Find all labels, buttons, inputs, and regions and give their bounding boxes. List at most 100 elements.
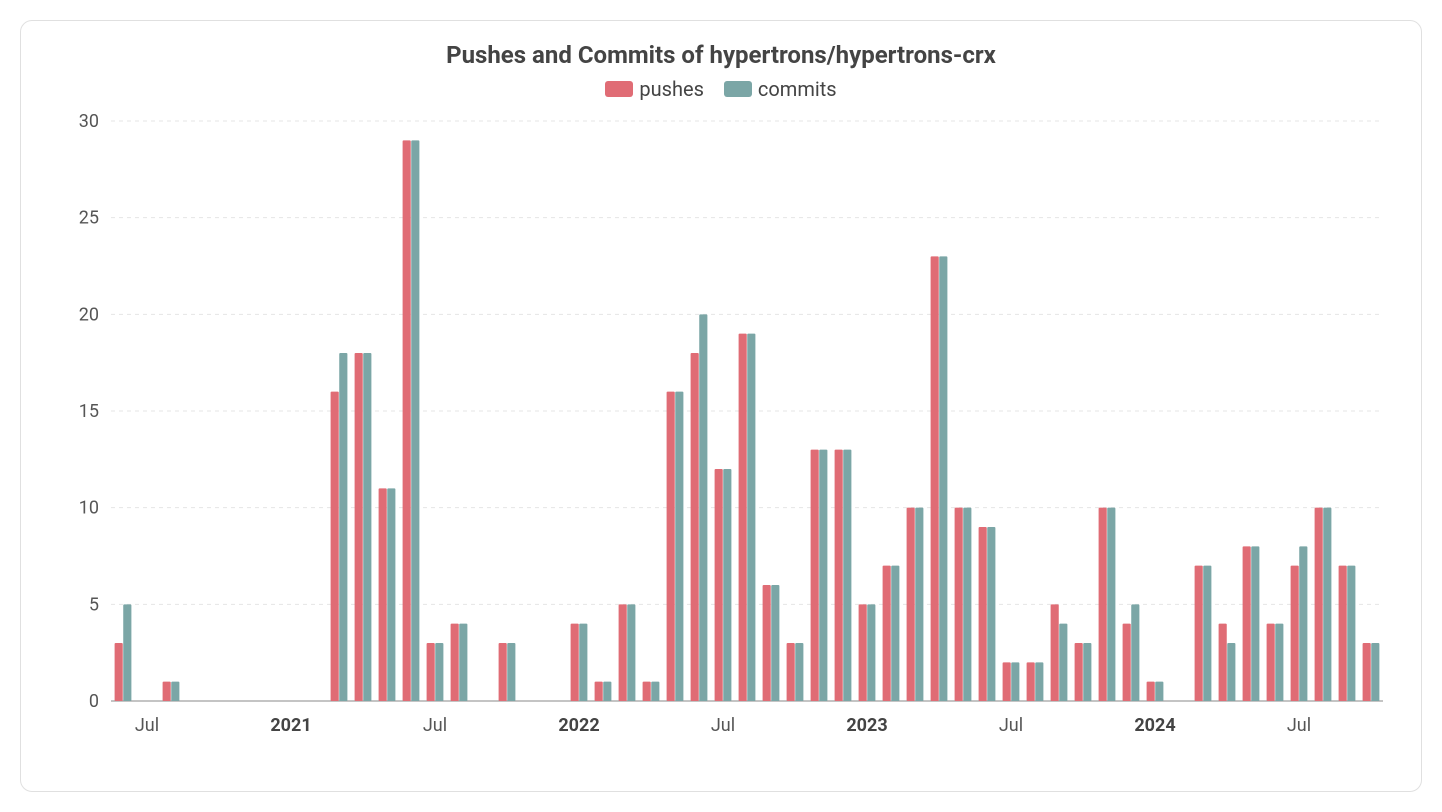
- bar-pushes: [907, 508, 915, 701]
- bar-commits: [1251, 546, 1259, 701]
- bar-pushes: [787, 643, 795, 701]
- bar-commits: [1107, 508, 1115, 701]
- bar-pushes: [955, 508, 963, 701]
- x-tick-label: Jul: [999, 715, 1023, 736]
- bar-pushes: [1339, 566, 1347, 701]
- y-tick-label: 20: [79, 304, 99, 325]
- x-tick-label: 2022: [558, 715, 599, 736]
- bar-pushes: [883, 566, 891, 701]
- bar-commits: [939, 256, 947, 701]
- bar-pushes: [1051, 604, 1059, 701]
- bar-pushes: [979, 527, 987, 701]
- bar-commits: [603, 682, 611, 701]
- bar-pushes: [763, 585, 771, 701]
- plot-area: 051015202530Jul2021Jul2022Jul2023Jul2024…: [41, 111, 1401, 751]
- x-tick-label: Jul: [1287, 715, 1311, 736]
- bar-pushes: [1363, 643, 1371, 701]
- bar-commits: [1275, 624, 1283, 701]
- bar-pushes: [739, 334, 747, 701]
- chart-title: Pushes and Commits of hypertrons/hypertr…: [41, 41, 1401, 69]
- bar-commits: [795, 643, 803, 701]
- bar-commits: [675, 392, 683, 701]
- y-tick-label: 25: [79, 208, 99, 229]
- legend-label-pushes: pushes: [639, 77, 704, 101]
- legend-swatch-pushes: [605, 81, 633, 97]
- bar-commits: [627, 604, 635, 701]
- chart-container: Pushes and Commits of hypertrons/hypertr…: [20, 20, 1422, 792]
- bar-pushes: [331, 392, 339, 701]
- y-tick-label: 5: [89, 594, 99, 615]
- bar-pushes: [1075, 643, 1083, 701]
- bar-commits: [771, 585, 779, 701]
- bar-pushes: [499, 643, 507, 701]
- bar-pushes: [1123, 624, 1131, 701]
- bar-commits: [387, 488, 395, 701]
- bar-pushes: [571, 624, 579, 701]
- bar-pushes: [619, 604, 627, 701]
- bar-commits: [651, 682, 659, 701]
- bar-commits: [579, 624, 587, 701]
- x-tick-label: 2021: [270, 715, 311, 736]
- bar-pushes: [163, 682, 171, 701]
- bar-pushes: [379, 488, 387, 701]
- bar-commits: [1011, 662, 1019, 701]
- bar-pushes: [1243, 546, 1251, 701]
- x-tick-label: 2024: [1134, 715, 1175, 736]
- bar-commits: [1347, 566, 1355, 701]
- x-tick-label: Jul: [423, 715, 447, 736]
- bar-pushes: [1027, 662, 1035, 701]
- x-tick-label: Jul: [135, 715, 159, 736]
- bar-commits: [507, 643, 515, 701]
- bar-pushes: [595, 682, 603, 701]
- y-tick-label: 10: [79, 498, 99, 519]
- bar-pushes: [859, 604, 867, 701]
- bar-commits: [1155, 682, 1163, 701]
- bar-commits: [1203, 566, 1211, 701]
- y-tick-label: 0: [89, 691, 99, 712]
- bar-commits: [1227, 643, 1235, 701]
- bar-pushes: [1003, 662, 1011, 701]
- legend: pushes commits: [41, 77, 1401, 101]
- bar-commits: [123, 604, 131, 701]
- x-tick-label: Jul: [711, 715, 735, 736]
- bar-commits: [1131, 604, 1139, 701]
- bar-pushes: [1291, 566, 1299, 701]
- bar-commits: [867, 604, 875, 701]
- bar-pushes: [835, 450, 843, 701]
- bar-pushes: [667, 392, 675, 701]
- bar-pushes: [811, 450, 819, 701]
- bar-pushes: [691, 353, 699, 701]
- bar-commits: [435, 643, 443, 701]
- legend-swatch-commits: [724, 81, 752, 97]
- bar-commits: [1371, 643, 1379, 701]
- bar-commits: [363, 353, 371, 701]
- y-tick-label: 30: [79, 111, 99, 132]
- bar-commits: [843, 450, 851, 701]
- bar-pushes: [1195, 566, 1203, 701]
- bar-commits: [819, 450, 827, 701]
- bar-commits: [963, 508, 971, 701]
- legend-label-commits: commits: [758, 77, 837, 101]
- bar-commits: [1059, 624, 1067, 701]
- bar-pushes: [403, 140, 411, 701]
- bar-commits: [171, 682, 179, 701]
- bar-pushes: [931, 256, 939, 701]
- bar-commits: [987, 527, 995, 701]
- bar-commits: [411, 140, 419, 701]
- bar-pushes: [115, 643, 123, 701]
- bar-pushes: [1147, 682, 1155, 701]
- bar-pushes: [1315, 508, 1323, 701]
- legend-item-pushes: pushes: [605, 77, 704, 101]
- bar-pushes: [1219, 624, 1227, 701]
- bar-pushes: [643, 682, 651, 701]
- bar-pushes: [1267, 624, 1275, 701]
- bar-pushes: [1099, 508, 1107, 701]
- bar-commits: [723, 469, 731, 701]
- chart-svg: 051015202530Jul2021Jul2022Jul2023Jul2024…: [41, 111, 1403, 751]
- x-tick-label: 2023: [846, 715, 887, 736]
- bar-commits: [915, 508, 923, 701]
- bar-commits: [459, 624, 467, 701]
- bar-pushes: [427, 643, 435, 701]
- bar-commits: [1323, 508, 1331, 701]
- bar-commits: [747, 334, 755, 701]
